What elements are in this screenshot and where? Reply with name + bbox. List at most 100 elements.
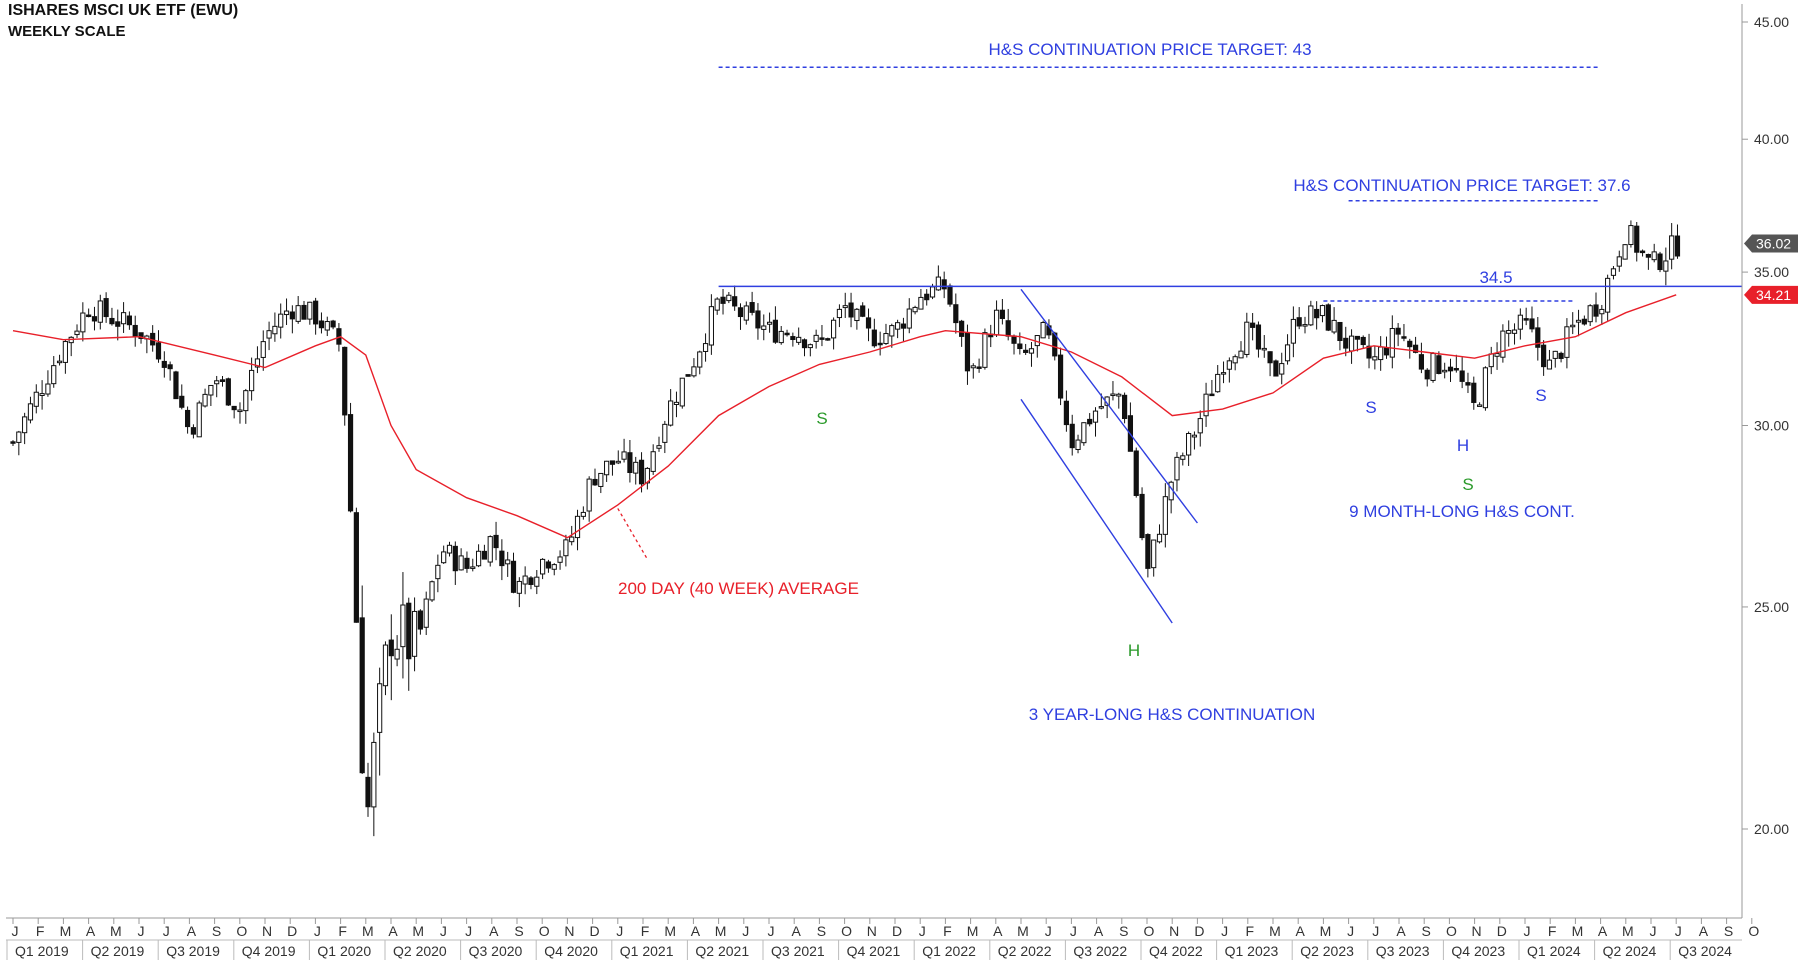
candle-body [446,544,453,554]
x-quarter-label: Q3 2024 [1678,943,1732,959]
candle-body [1605,277,1611,313]
x-month-label: N [1472,923,1482,939]
x-month-label: A [187,923,197,939]
candle-body [56,360,63,364]
candle-body [1232,356,1238,364]
x-month-label: A [792,923,802,939]
candle-body [313,300,319,325]
candle-body [109,317,115,325]
candle-body [1296,317,1302,327]
candle-body [714,298,720,311]
candle-body [609,460,616,465]
candle-body [1220,372,1227,375]
candle-body [1028,348,1035,354]
candle-body [499,550,505,567]
x-month-label: M [412,923,424,939]
candle-body [743,305,749,321]
candle-body [732,296,738,307]
candle-body [807,344,813,349]
candle-body [1180,455,1186,460]
candle-body [161,360,167,368]
candle-body [813,334,819,342]
x-month-label: D [892,923,902,939]
candle-body [10,441,16,444]
candle-body [621,451,627,460]
candle-body [999,309,1005,319]
candle-body [365,776,371,808]
x-month-label: M [362,923,374,939]
chart-subtitle: WEEKLY SCALE [8,23,126,40]
x-month-label: F [1246,923,1255,939]
candle-body [860,305,866,317]
candle-body [196,402,202,438]
candle-body [1092,410,1099,423]
candle-body [1523,318,1529,321]
last-price-tag: 36.02 [1744,234,1798,253]
candle-body [796,336,802,343]
candle-body [510,560,517,593]
candle-body [1389,328,1395,358]
candle-body [650,451,656,472]
candle-body [528,577,534,585]
x-quarter-label: Q2 2024 [1603,943,1657,959]
candle-body [1465,382,1471,386]
candle-body [1215,373,1221,393]
candle-body [1023,349,1029,353]
candle-body [702,343,709,352]
x-month-label: O [539,923,550,939]
candle-body [1238,350,1244,359]
candle-body [1616,256,1622,267]
candle-body [1669,235,1675,260]
channel-upper-line [1020,288,1198,524]
candle-body [39,393,45,396]
candle-body [1255,324,1262,350]
x-month-label: D [590,923,600,939]
y-tick-label: 35.00 [1754,264,1789,280]
x-quarter-label: Q1 2020 [317,943,371,959]
x-quarter-label: Q1 2024 [1527,943,1581,959]
candle-body [1174,456,1180,481]
candle-body [1378,346,1384,361]
candle-body [1447,366,1454,372]
candle-body [1535,327,1541,348]
x-month-label: J [465,923,472,939]
candles-layer [10,220,1681,837]
channel-lower-line [1020,398,1173,624]
x-month-label: F [1548,923,1557,939]
candle-body [831,319,837,339]
candle-body [726,294,732,302]
candle-body [1424,369,1430,380]
candle-body [900,323,907,329]
candle-body [62,341,68,363]
candle-body [941,279,947,290]
candle-body [400,604,406,648]
x-quarter-label: Q1 2019 [15,943,69,959]
candle-body [1564,326,1570,358]
x-month-label: J [1070,923,1077,939]
candle-body [406,602,412,660]
candle-body [970,365,976,369]
candle-body [1360,336,1366,346]
candle-body [912,306,918,313]
candle-body [1116,393,1122,397]
candle-body [295,305,301,322]
candle-body [976,366,982,369]
annotations-layer: H&S CONTINUATION PRICE TARGET: 43 H&S CON… [618,40,1631,724]
candle-body [935,276,941,291]
x-month-label: F [943,923,952,939]
candle-body [324,321,330,331]
x-month-label: O [1446,923,1457,939]
x-month-label: A [86,923,96,939]
candle-body [1546,359,1553,370]
last-price-tag-bg [1744,234,1798,253]
x-month-label: A [1094,923,1104,939]
candle-body [1674,235,1681,257]
candle-body [1343,337,1349,349]
candle-body [493,534,499,549]
x-month-label: A [993,923,1003,939]
candle-body [51,365,57,385]
candle-body [330,320,336,328]
moving-average-line [12,294,1677,539]
